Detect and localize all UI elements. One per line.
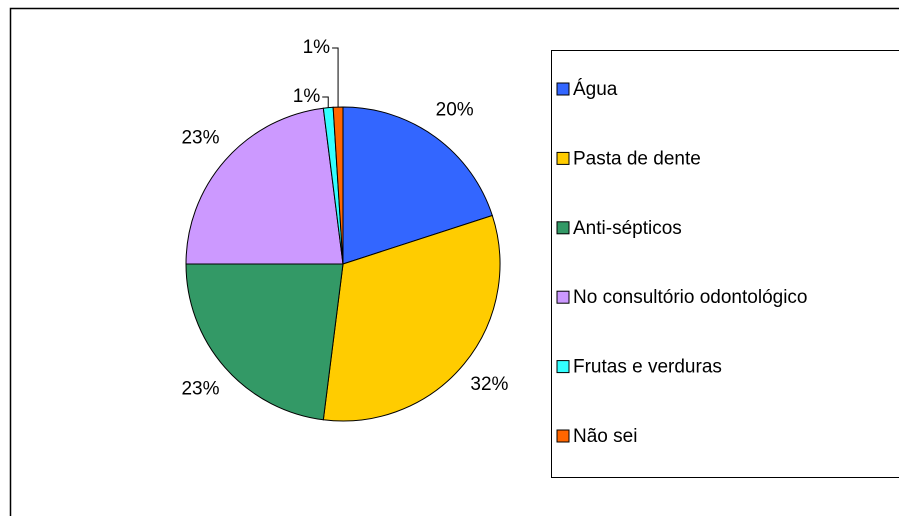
legend-swatch (556, 360, 570, 374)
pie-slice (185, 107, 344, 265)
data-label: 23% (181, 379, 219, 400)
leader-line (322, 96, 329, 108)
legend-label: Anti-sépticos (573, 218, 682, 239)
legend-box (551, 50, 899, 478)
legend-swatch (556, 82, 570, 96)
pie-slice (322, 214, 501, 422)
legend-label: No consultório odontológico (573, 287, 808, 308)
legend-label: Pasta de dente (573, 148, 701, 169)
data-label: 23% (181, 127, 219, 148)
data-label: 20% (436, 99, 474, 120)
data-label: 1% (293, 86, 321, 107)
legend-label: Não sei (573, 426, 637, 447)
pie-slice (332, 106, 344, 265)
legend-swatch (556, 151, 570, 165)
legend-swatch (556, 429, 570, 443)
legend-swatch (556, 290, 570, 304)
data-label: 32% (470, 374, 508, 395)
legend-label: Frutas e verduras (573, 357, 722, 378)
legend-swatch (556, 221, 570, 235)
leader-line (332, 47, 339, 108)
pie-slice (342, 106, 493, 265)
data-label: 1% (303, 37, 331, 58)
pie-slice (185, 263, 344, 421)
legend-label: Água (573, 79, 618, 100)
